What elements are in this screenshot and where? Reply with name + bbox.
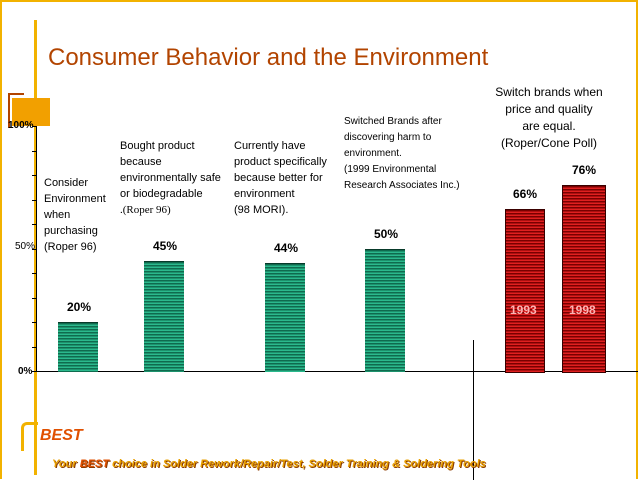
annotation-line: product specifically [234,156,327,168]
y-tick-label-50: 50% [15,241,36,252]
annotation-line: or biodegradable [120,188,203,200]
x-axis [36,371,638,372]
y-axis-tick [32,346,37,348]
value-label: 44% [274,241,299,256]
y-axis-tick [32,126,37,127]
bar-50pct [365,248,405,372]
tagline-prefix: Your [52,458,77,470]
y-axis-tick [32,150,37,152]
value-label: 50% [374,226,399,241]
annotation-line: Switched Brands after [344,116,442,127]
logo-mark-icon [21,422,38,451]
annotation-line: (Roper 96) [44,241,97,253]
annotation-line: Consider [44,177,89,189]
bar-66pct [505,209,545,373]
bar-76pct [562,184,606,373]
y-axis-tick [32,371,37,372]
bar-44pct [265,263,305,372]
annotation-line: Environment [44,193,106,205]
slide-title: Consumer Behavior and the Environment [48,44,489,71]
frame-accent-line [34,20,37,475]
y-axis-tick [32,273,37,274]
annotation-line: Currently have [234,140,306,152]
annotation-line: Bought product [120,140,195,152]
annotation-line: environmentally safe [120,172,221,184]
annotation-line: Switch brands when [495,85,603,99]
annotation-currently-have: Currently have product specifically beca… [234,138,327,218]
bar-20pct [58,322,98,372]
annotation-switched-brands: Switched Brands after discovering harm t… [344,114,460,194]
y-axis-tick [32,199,37,201]
annotation-line: because better for [234,172,323,184]
annotation-consider-environment: Consider Environment when purchasing (Ro… [44,175,106,255]
value-label: 20% [67,300,92,314]
divider-line [473,340,474,480]
annotation-switch-brands-price: Switch brands when price and quality are… [474,84,624,152]
value-label: 45% [153,238,178,253]
y-axis-tick [32,297,37,299]
accent-square [12,98,50,126]
annotation-line: environment [234,188,295,200]
y-axis-tick [32,322,37,323]
annotation-line: .(Roper 96) [120,204,171,216]
footer-tagline: Your BEST choice in Solder Rework/Repair… [52,458,486,470]
logo: BEST [40,427,83,444]
annotation-line: (98 MORI). [234,204,289,216]
y-axis-tick [32,175,37,176]
y-tick-label-0: 0% [18,366,33,377]
y-axis-tick [32,224,37,225]
tagline-brand: BEST [79,458,110,470]
tagline-rest: choice in Solder Rework/Repair/Test, Sol… [112,458,486,470]
annotation-line: (1999 Environmental [344,164,437,175]
accent-bracket [8,93,24,128]
value-label: 66% [513,187,538,202]
annotation-line: purchasing [44,225,98,237]
annotation-line: discovering harm to [344,132,432,143]
y-tick-label-100: 100% [8,120,34,131]
year-label: 1998 [569,303,596,317]
annotation-bought-product: Bought product because environmentally s… [120,138,221,218]
annotation-line: price and quality [505,102,593,116]
y-axis-tick [32,248,37,250]
bar-45pct [144,260,184,372]
annotation-line: Research Associates Inc.) [344,180,460,191]
annotation-line: environment. [344,148,402,159]
annotation-line: (Roper/Cone Poll) [500,136,598,150]
frame-right-border [636,0,638,479]
annotation-line: when [44,209,71,221]
value-label: 76% [572,162,597,177]
year-label: 1993 [510,303,537,317]
annotation-line: because [120,156,162,168]
annotation-line: are equal. [522,119,576,133]
frame-left-border [0,0,2,479]
frame-top-border [0,0,638,2]
